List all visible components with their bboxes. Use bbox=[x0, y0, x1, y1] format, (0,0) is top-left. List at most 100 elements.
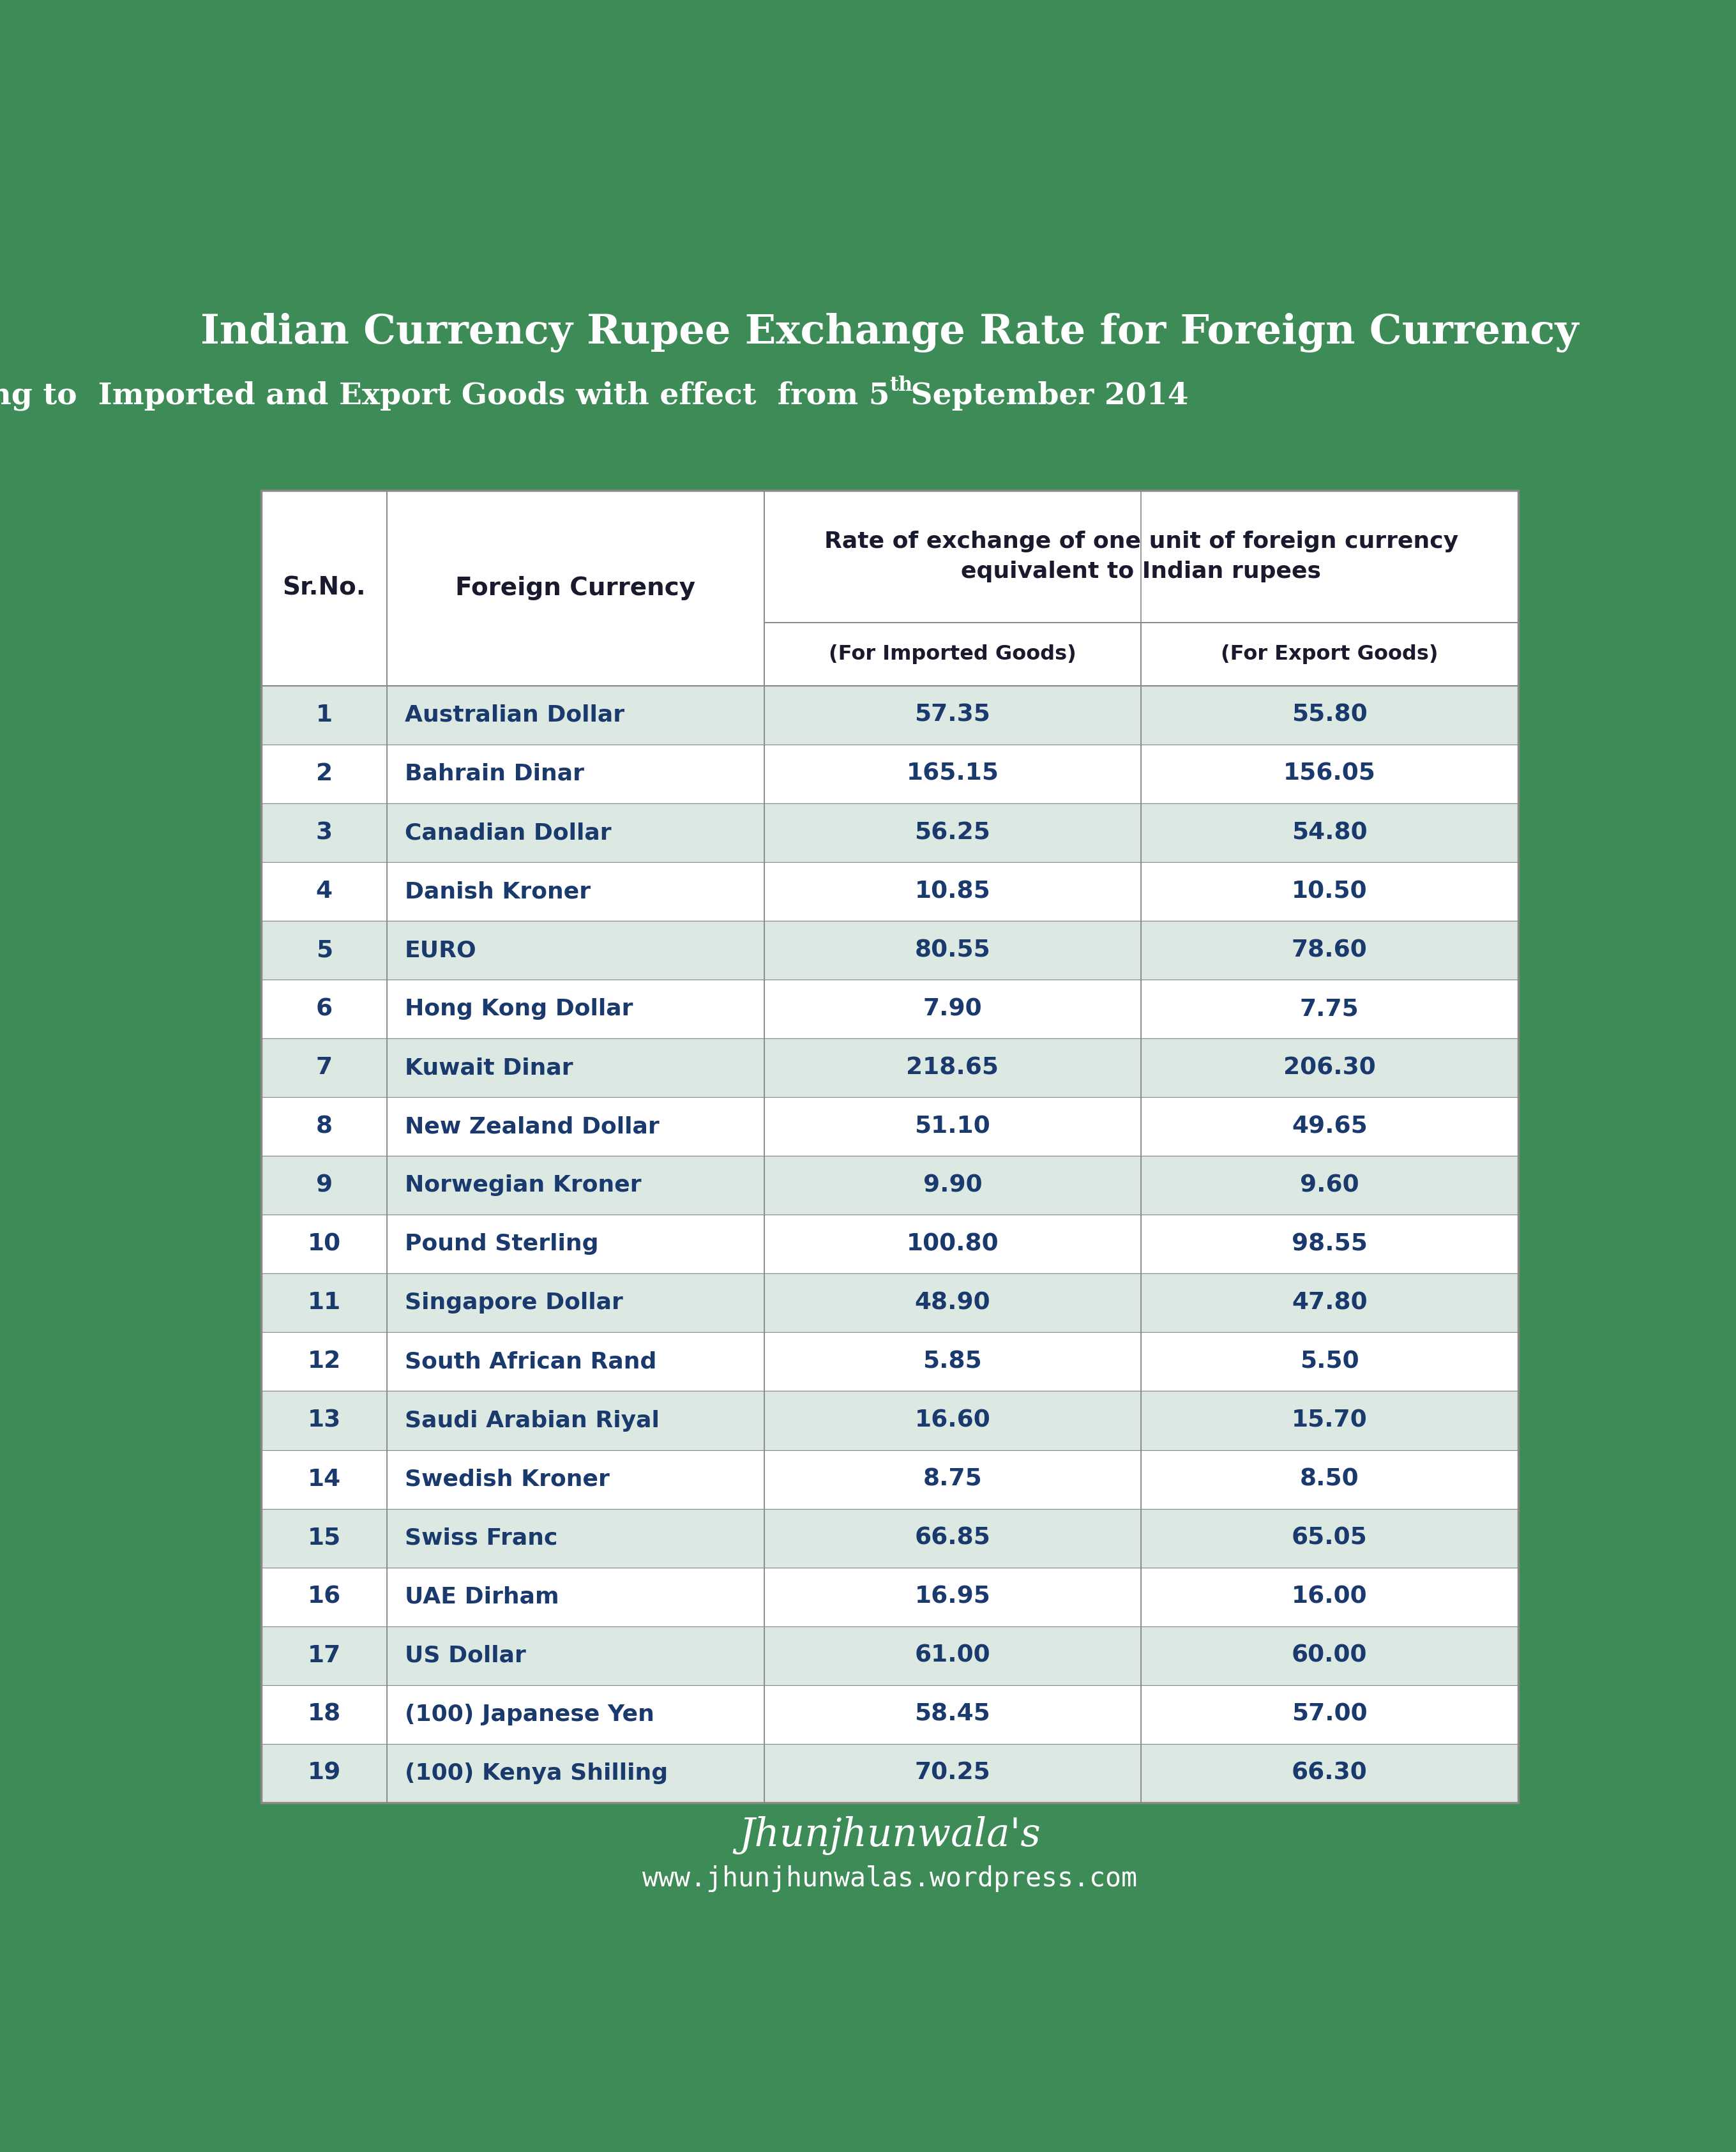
Bar bbox=[262, 803, 387, 863]
Text: 7.90: 7.90 bbox=[924, 999, 983, 1020]
Text: 78.60: 78.60 bbox=[1292, 938, 1368, 962]
Text: Rate of exchange of one unit of foreign currency
equivalent to Indian rupees: Rate of exchange of one unit of foreign … bbox=[825, 532, 1458, 583]
Text: 18: 18 bbox=[307, 1702, 340, 1726]
Text: 65.05: 65.05 bbox=[1292, 1526, 1368, 1549]
Text: 61.00: 61.00 bbox=[915, 1644, 991, 1668]
Text: th: th bbox=[889, 374, 913, 396]
Bar bbox=[387, 1567, 764, 1627]
Text: Jhunjhunwala's: Jhunjhunwala's bbox=[740, 1816, 1040, 1855]
Bar bbox=[1141, 622, 1517, 686]
Bar bbox=[262, 686, 387, 745]
Bar bbox=[262, 745, 387, 803]
Text: 49.65: 49.65 bbox=[1292, 1115, 1368, 1138]
Text: 165.15: 165.15 bbox=[906, 762, 998, 785]
Bar bbox=[764, 1039, 1141, 1098]
Bar bbox=[387, 1743, 764, 1803]
Bar bbox=[764, 1098, 1141, 1156]
Text: 5: 5 bbox=[316, 938, 333, 962]
Text: Swedish Kroner: Swedish Kroner bbox=[404, 1468, 609, 1489]
Bar bbox=[387, 863, 764, 921]
Text: 9.90: 9.90 bbox=[924, 1173, 983, 1197]
Bar bbox=[262, 1274, 387, 1332]
Bar bbox=[764, 1390, 1141, 1450]
Bar bbox=[387, 803, 764, 863]
Text: 9.60: 9.60 bbox=[1300, 1173, 1359, 1197]
Bar bbox=[1141, 979, 1517, 1039]
Text: 56.25: 56.25 bbox=[915, 822, 991, 844]
Bar bbox=[1141, 1743, 1517, 1803]
Bar bbox=[387, 921, 764, 979]
Bar bbox=[262, 491, 387, 686]
Text: US Dollar: US Dollar bbox=[404, 1644, 526, 1666]
Text: (For Export Goods): (For Export Goods) bbox=[1220, 643, 1437, 665]
Text: 8.50: 8.50 bbox=[1300, 1468, 1359, 1491]
Text: 66.85: 66.85 bbox=[915, 1526, 991, 1549]
Text: Danish Kroner: Danish Kroner bbox=[404, 880, 590, 902]
Text: 48.90: 48.90 bbox=[915, 1291, 991, 1315]
Bar bbox=[387, 491, 764, 686]
Bar bbox=[764, 1743, 1141, 1803]
Bar bbox=[387, 1156, 764, 1214]
Bar bbox=[262, 1332, 387, 1390]
Bar bbox=[1141, 1332, 1517, 1390]
Text: 19: 19 bbox=[307, 1762, 340, 1784]
Bar bbox=[262, 1390, 387, 1450]
Bar bbox=[1141, 1567, 1517, 1627]
Text: Swiss Franc: Swiss Franc bbox=[404, 1528, 557, 1549]
Bar bbox=[262, 1627, 387, 1685]
Text: 2: 2 bbox=[316, 762, 333, 785]
Text: 4: 4 bbox=[316, 880, 333, 904]
Bar bbox=[262, 1156, 387, 1214]
Text: EURO: EURO bbox=[404, 940, 477, 962]
Bar bbox=[1141, 1098, 1517, 1156]
Bar bbox=[262, 863, 387, 921]
Bar bbox=[1141, 1450, 1517, 1509]
Bar bbox=[1141, 1509, 1517, 1567]
Bar bbox=[764, 1274, 1141, 1332]
Text: Singapore Dollar: Singapore Dollar bbox=[404, 1291, 623, 1315]
Bar bbox=[764, 1627, 1141, 1685]
Bar bbox=[262, 1214, 387, 1274]
Text: Hong Kong Dollar: Hong Kong Dollar bbox=[404, 999, 634, 1020]
Text: New Zealand Dollar: New Zealand Dollar bbox=[404, 1115, 660, 1138]
Text: Sr.No.: Sr.No. bbox=[283, 577, 366, 600]
Bar bbox=[764, 1214, 1141, 1274]
Text: 100.80: 100.80 bbox=[906, 1233, 998, 1255]
Text: 51.10: 51.10 bbox=[915, 1115, 991, 1138]
Bar bbox=[387, 686, 764, 745]
Text: 10.50: 10.50 bbox=[1292, 880, 1368, 904]
Text: 14: 14 bbox=[307, 1468, 340, 1491]
Bar bbox=[387, 1627, 764, 1685]
Bar bbox=[1141, 1685, 1517, 1743]
Text: Kuwait Dinar: Kuwait Dinar bbox=[404, 1057, 573, 1078]
Text: 54.80: 54.80 bbox=[1292, 822, 1368, 844]
Bar bbox=[387, 1214, 764, 1274]
Bar bbox=[1141, 1274, 1517, 1332]
Text: 218.65: 218.65 bbox=[906, 1057, 998, 1080]
Bar bbox=[262, 491, 1517, 1803]
Bar bbox=[1141, 1156, 1517, 1214]
Bar bbox=[262, 1039, 387, 1098]
Text: UAE Dirham: UAE Dirham bbox=[404, 1586, 559, 1608]
Bar bbox=[387, 1509, 764, 1567]
Text: 1: 1 bbox=[316, 704, 333, 727]
Bar bbox=[387, 1685, 764, 1743]
Bar bbox=[1141, 1214, 1517, 1274]
Text: Bahrain Dinar: Bahrain Dinar bbox=[404, 764, 583, 785]
Text: (100) Japanese Yen: (100) Japanese Yen bbox=[404, 1704, 654, 1726]
Text: Saudi Arabian Riyal: Saudi Arabian Riyal bbox=[404, 1410, 660, 1431]
Text: 17: 17 bbox=[307, 1644, 340, 1668]
Text: 16: 16 bbox=[307, 1586, 340, 1608]
Bar bbox=[764, 1450, 1141, 1509]
Bar bbox=[764, 979, 1141, 1039]
Text: 8: 8 bbox=[316, 1115, 333, 1138]
Bar bbox=[262, 1743, 387, 1803]
Text: www.jhunjhunwalas.wordpress.com: www.jhunjhunwalas.wordpress.com bbox=[642, 1866, 1137, 1892]
Text: 156.05: 156.05 bbox=[1283, 762, 1375, 785]
Bar bbox=[764, 745, 1141, 803]
Bar bbox=[387, 1450, 764, 1509]
Text: Norwegian Kroner: Norwegian Kroner bbox=[404, 1175, 641, 1197]
Text: Canadian Dollar: Canadian Dollar bbox=[404, 822, 611, 844]
Text: 10.85: 10.85 bbox=[915, 880, 991, 904]
Text: 15: 15 bbox=[307, 1526, 340, 1549]
